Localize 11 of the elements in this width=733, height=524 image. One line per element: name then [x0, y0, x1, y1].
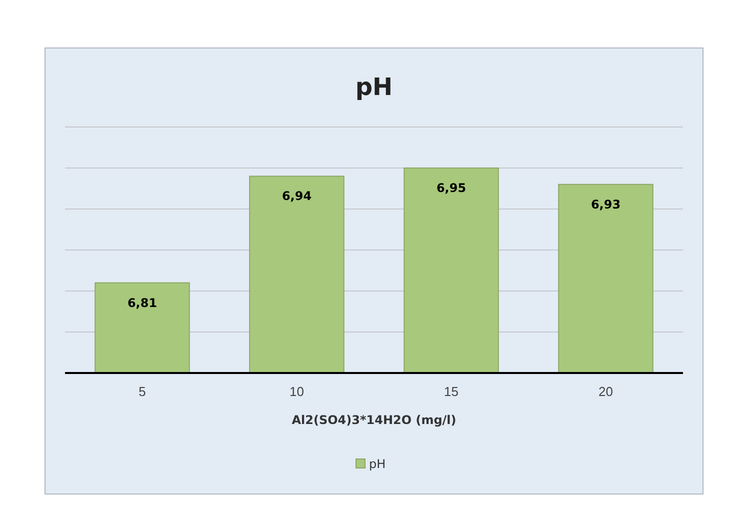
legend-label: pH — [369, 457, 386, 471]
x-tick-label: 15 — [444, 384, 458, 400]
x-tick-label: 10 — [290, 384, 304, 400]
data-label: 6,95 — [436, 181, 466, 195]
x-tick-label: 20 — [598, 384, 613, 400]
chart-title: pH — [355, 73, 393, 101]
data-label: 6,94 — [282, 189, 312, 204]
data-label: 6,93 — [590, 197, 621, 212]
x-tick-label: 5 — [138, 384, 146, 400]
x-axis-title: Al2(SO4)3*14H2O (mg/l) — [292, 413, 456, 427]
data-label: 6,81 — [127, 296, 158, 310]
